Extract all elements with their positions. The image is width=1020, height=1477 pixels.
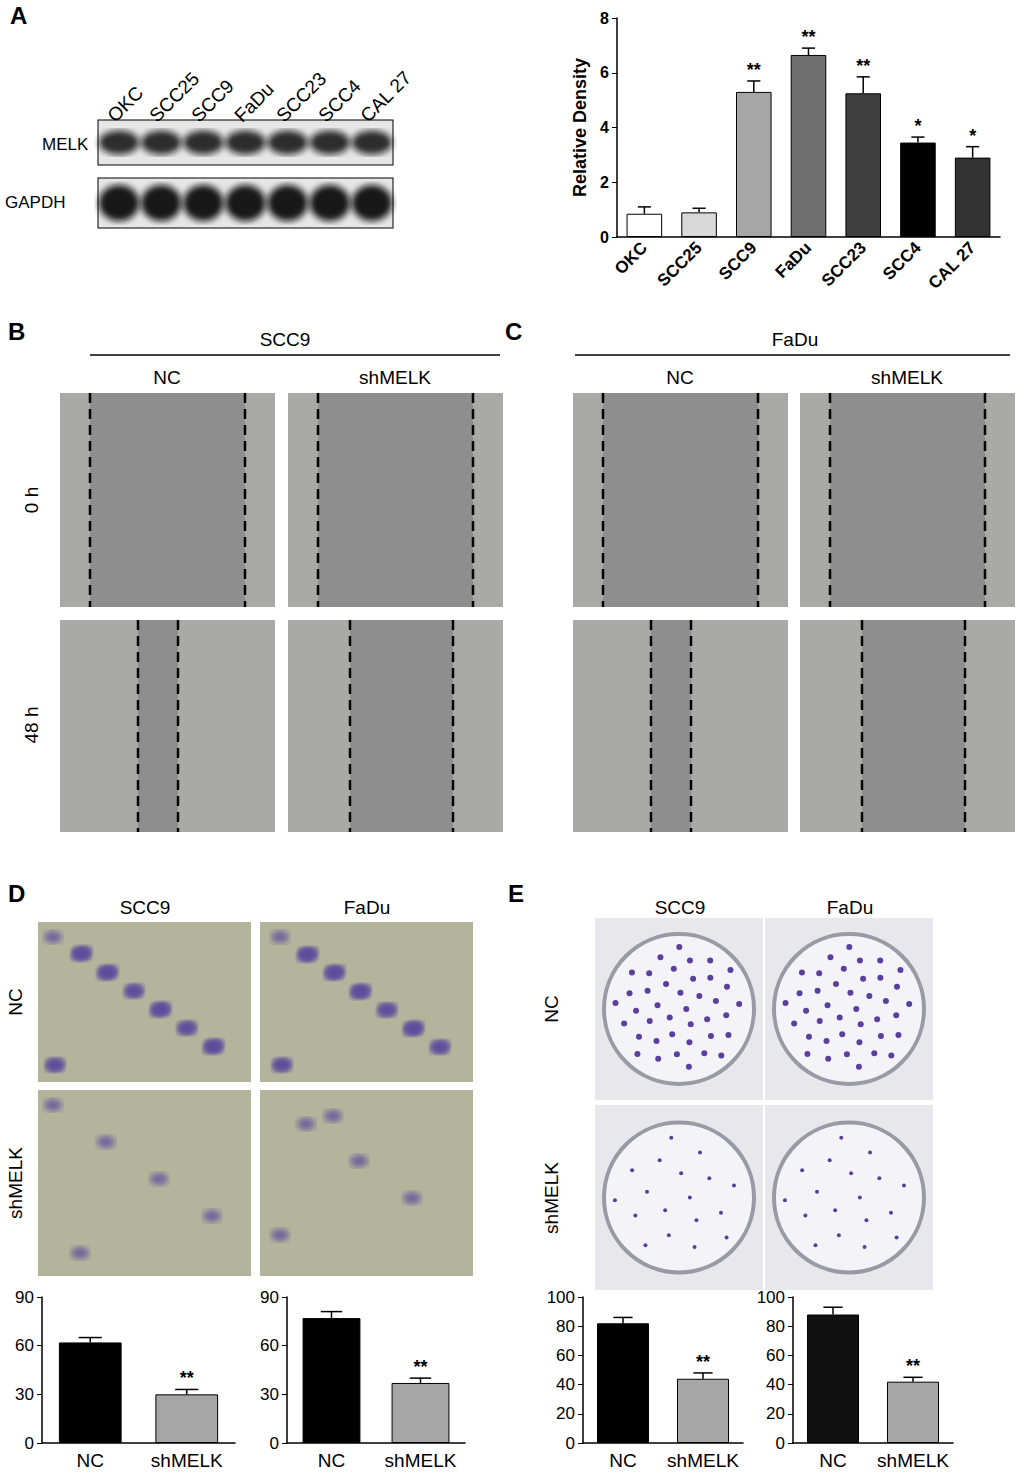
html-text:SCC4: SCC4: [314, 75, 365, 127]
svg-text:NC: NC: [318, 1450, 345, 1471]
svg-text:40: 40: [766, 1375, 785, 1394]
svg-text:90: 90: [15, 1288, 34, 1307]
html-text:MELK: MELK: [42, 135, 89, 154]
svg-text:shMELK: shMELK: [151, 1450, 223, 1471]
svg-text:OKC: OKC: [611, 238, 651, 278]
svg-text:**: **: [413, 1357, 427, 1377]
html-text:SCC9: SCC9: [654, 897, 706, 918]
svg-text:**: **: [801, 27, 815, 47]
svg-text:8: 8: [600, 10, 609, 27]
html-text:NC: NC: [666, 367, 694, 388]
svg-text:shMELK: shMELK: [877, 1450, 949, 1471]
svg-text:30: 30: [260, 1385, 279, 1404]
svg-text:100: 100: [757, 1288, 785, 1307]
svg-text:*: *: [969, 126, 976, 146]
html-text:D: D: [8, 880, 26, 907]
svg-text:SCC4: SCC4: [879, 238, 925, 284]
svg-text:NC: NC: [819, 1450, 846, 1471]
svg-text:CAL 27: CAL 27: [925, 238, 980, 293]
html-text:SCC25: SCC25: [145, 67, 204, 127]
svg-text:**: **: [180, 1368, 194, 1388]
svg-text:Relative Density: Relative Density: [570, 58, 590, 197]
svg-text:NC: NC: [77, 1450, 104, 1471]
svg-text:SCC23: SCC23: [818, 238, 870, 290]
svg-text:20: 20: [766, 1404, 785, 1423]
html-text:shMELK: shMELK: [359, 367, 431, 388]
svg-text:**: **: [747, 60, 761, 80]
html-text:48 h: 48 h: [21, 706, 42, 744]
svg-text:6: 6: [600, 64, 609, 81]
svg-text:FaDu: FaDu: [772, 238, 815, 281]
svg-text:100: 100: [547, 1288, 575, 1307]
svg-text:60: 60: [556, 1346, 575, 1365]
html-text:SCC9: SCC9: [119, 897, 171, 918]
html-text:shMELK: shMELK: [871, 367, 943, 388]
svg-text:0: 0: [270, 1434, 279, 1453]
html-text:FaDu: FaDu: [343, 897, 391, 918]
svg-text:**: **: [696, 1352, 710, 1372]
html-text:E: E: [508, 880, 524, 907]
html-text:0 h: 0 h: [21, 486, 42, 514]
html-text:NC: NC: [153, 367, 181, 388]
svg-text:60: 60: [260, 1336, 279, 1355]
html-text:SCC23: SCC23: [271, 67, 330, 127]
svg-text:60: 60: [15, 1336, 34, 1355]
svg-text:2: 2: [600, 174, 609, 191]
svg-text:80: 80: [556, 1317, 575, 1336]
html-text:CAL 27: CAL 27: [356, 66, 416, 127]
html-text:A: A: [10, 2, 28, 29]
svg-text:60: 60: [766, 1346, 785, 1365]
html-text:GAPDH: GAPDH: [5, 193, 66, 212]
html-text:shMELK: shMELK: [541, 1161, 562, 1234]
svg-text:0: 0: [600, 229, 609, 246]
svg-text:shMELK: shMELK: [667, 1450, 739, 1471]
svg-text:4: 4: [600, 119, 609, 136]
svg-text:SCC9: SCC9: [715, 238, 760, 283]
svg-text:*: *: [914, 116, 921, 136]
svg-text:shMELK: shMELK: [385, 1450, 457, 1471]
svg-text:30: 30: [15, 1385, 34, 1404]
svg-text:20: 20: [556, 1404, 575, 1423]
svg-text:**: **: [906, 1356, 920, 1376]
svg-text:40: 40: [556, 1375, 575, 1394]
svg-text:SCC25: SCC25: [654, 238, 706, 290]
svg-text:**: **: [856, 56, 870, 76]
html-text:OKC: OKC: [103, 82, 148, 127]
svg-text:NC: NC: [609, 1450, 636, 1471]
html-text:SCC9: SCC9: [187, 75, 239, 127]
html-text:FaDu: FaDu: [229, 78, 278, 127]
svg-text:0: 0: [25, 1434, 34, 1453]
html-text:C: C: [505, 318, 523, 345]
svg-text:90: 90: [260, 1288, 279, 1307]
html-text:SCC9: SCC9: [259, 329, 311, 350]
html-text:shMELK: shMELK: [5, 1147, 26, 1219]
svg-text:0: 0: [776, 1434, 785, 1453]
html-text:NC: NC: [5, 988, 26, 1016]
svg-text:80: 80: [766, 1317, 785, 1336]
html-text:FaDu: FaDu: [826, 897, 874, 918]
html-text:B: B: [8, 318, 26, 345]
html-text:NC: NC: [541, 995, 562, 1023]
svg-text:0: 0: [566, 1434, 575, 1453]
html-text:FaDu: FaDu: [771, 329, 819, 350]
